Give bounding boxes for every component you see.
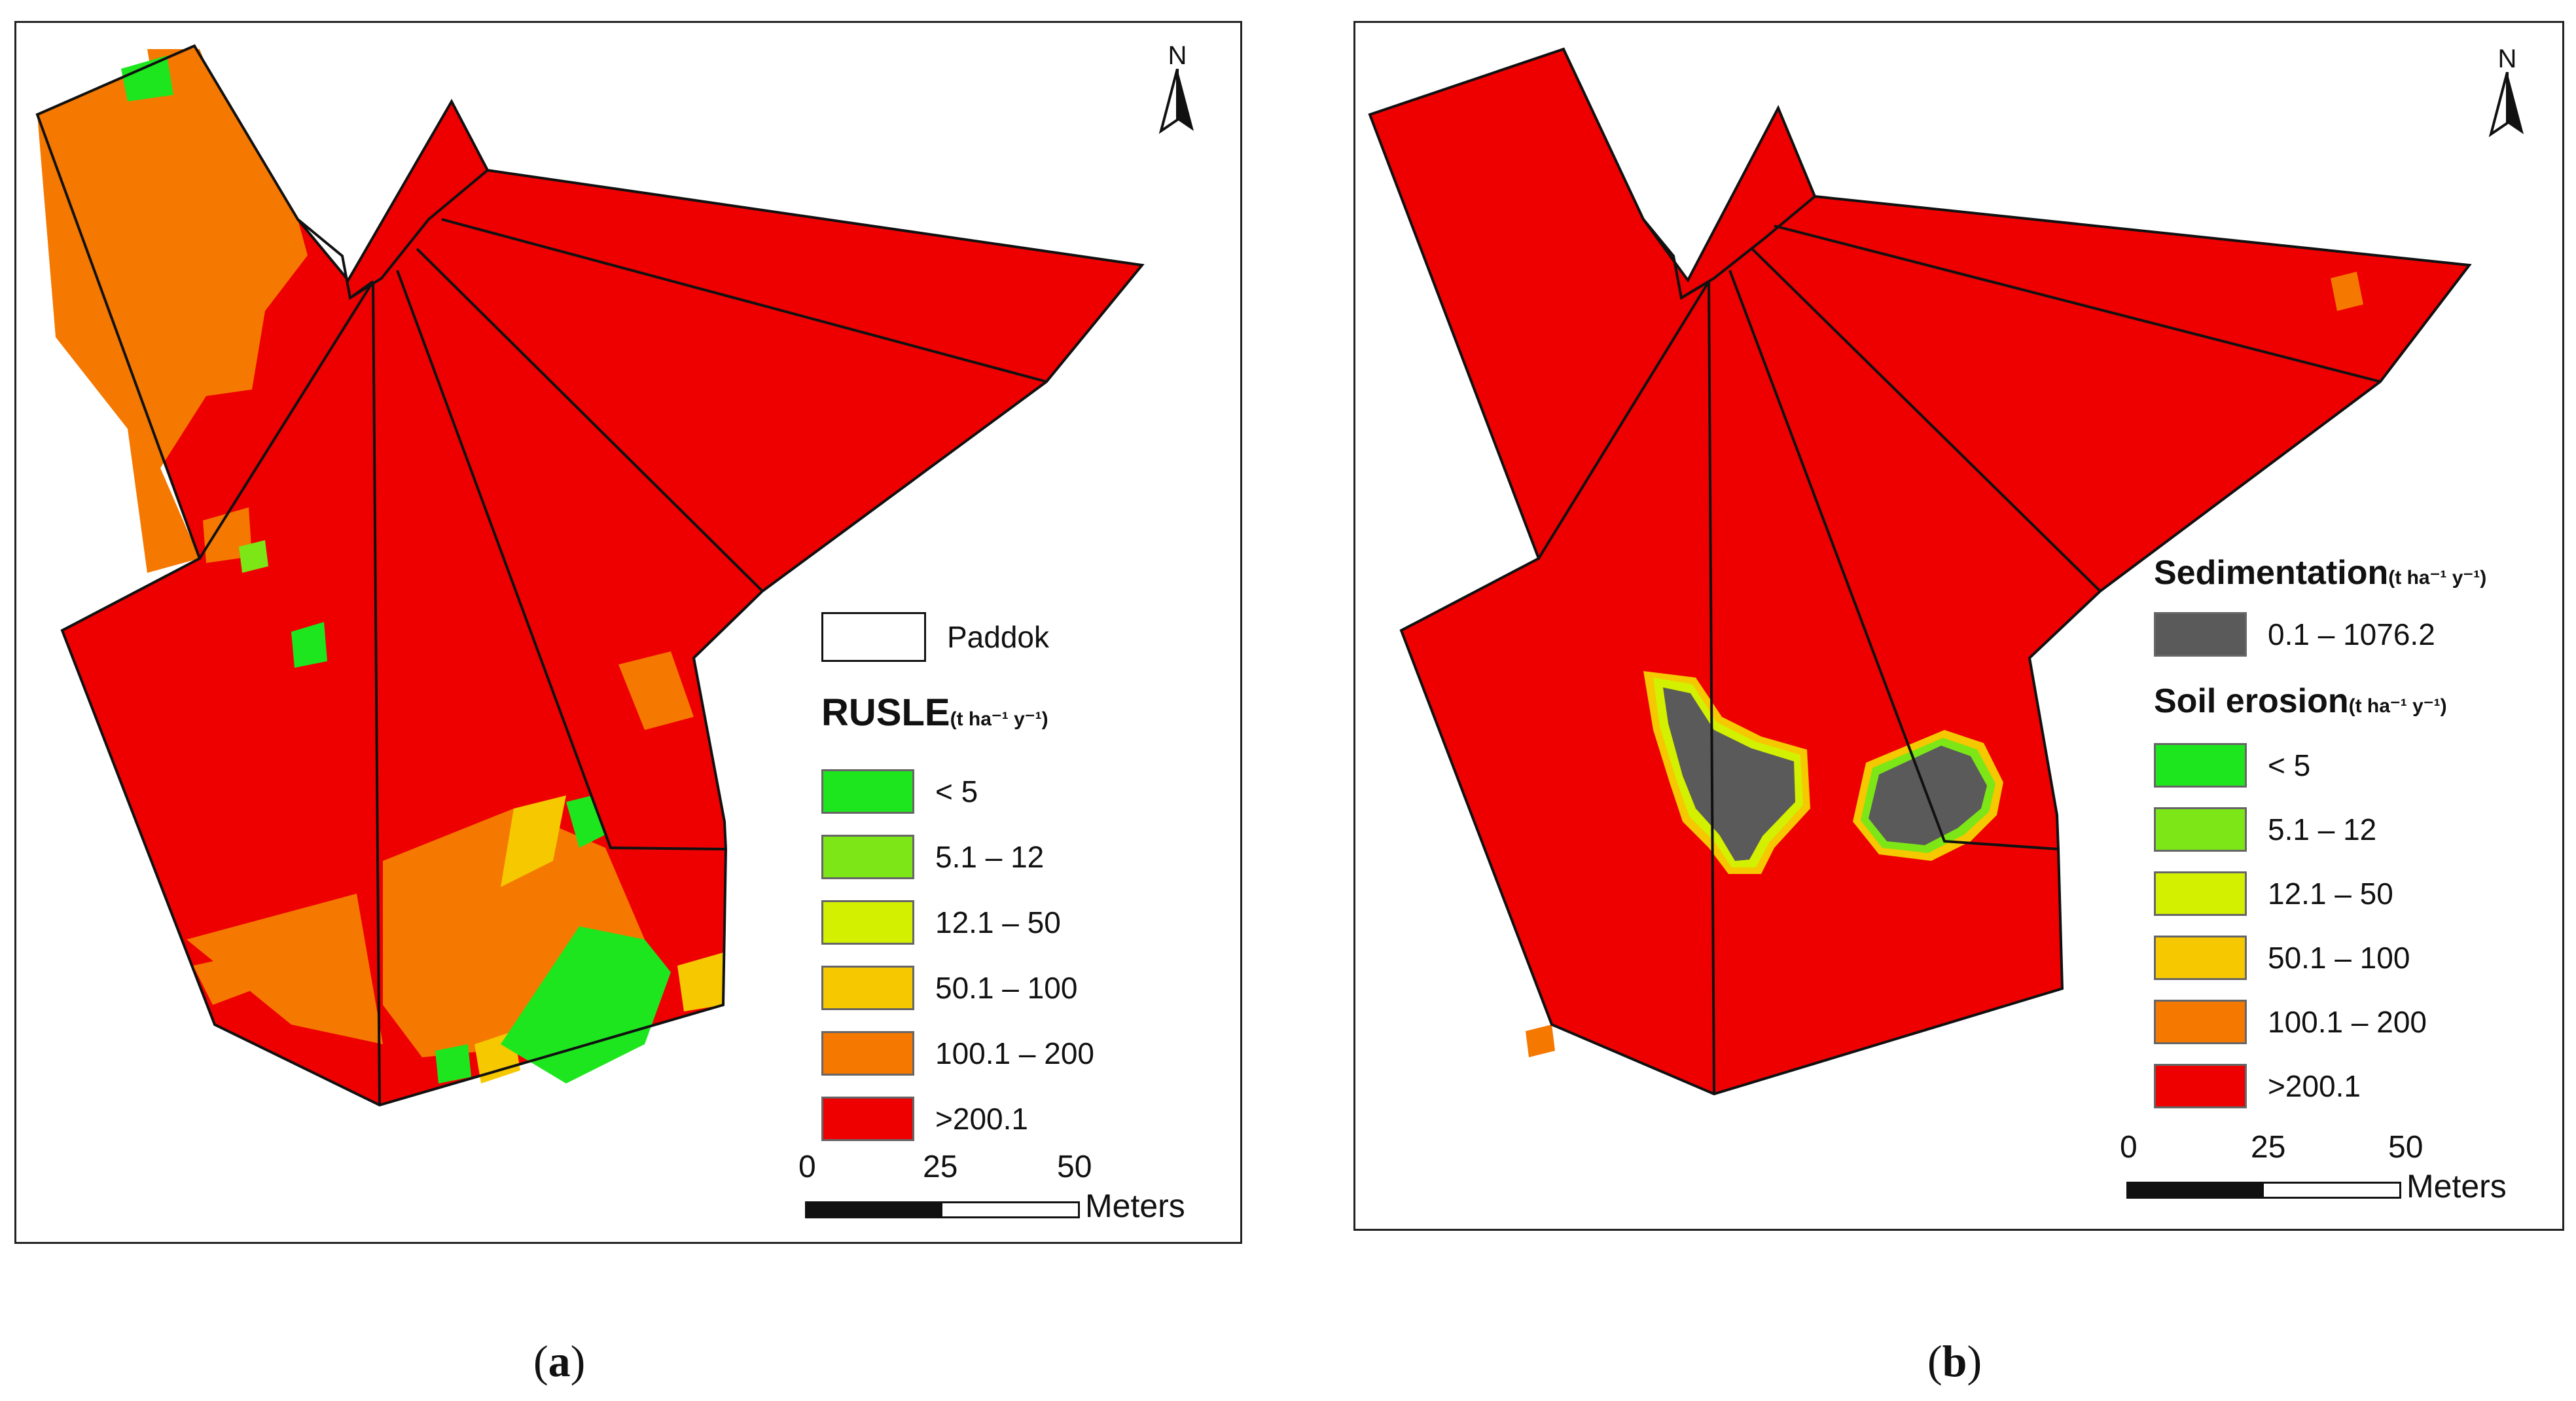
legend-class-label: < 5 [2268,748,2311,782]
scale-tick-25: 25 [923,1150,958,1184]
caption-b: (b) [1927,1336,1982,1386]
soil-erosion-map [1368,47,2472,1096]
legend-class-label: 5.1 – 12 [2268,812,2377,846]
legend-class-row: 12.1 – 50 [821,900,1061,945]
legend-class-label: 12.1 – 50 [935,905,1061,939]
legend-class-row: 100.1 – 200 [821,1031,1094,1076]
rusle-title: RUSLE [821,691,950,734]
legend-class-label: < 5 [935,774,978,809]
north-label-b: N [2497,45,2517,73]
legend-class-label: 100.1 – 200 [935,1036,1095,1070]
paddock-boundaries [35,44,1145,1107]
scale-tick-0: 0 [798,1150,816,1184]
legend-class-row: 12.1 – 50 [2154,871,2393,916]
legend-class-swatch [2154,871,2247,916]
legend-class-swatch [2154,743,2247,788]
scale-unit: Meters [1085,1188,1185,1224]
legend-class-row: 5.1 – 12 [821,835,1044,879]
legend-class-swatch [2154,1064,2247,1108]
scale-tick-25: 25 [2251,1130,2286,1165]
soil-erosion-title: Soil erosion [2154,682,2349,720]
scale-tick-50: 50 [2388,1130,2424,1165]
north-arrow-b: N [2488,46,2527,141]
map-panel-b: N Sedimentation(t ha⁻¹ y⁻¹) 0.1 – 1076.2… [1353,21,2564,1231]
legend-class-row: >200.1 [821,1097,1028,1141]
legend-class-label: 12.1 – 50 [2268,877,2393,911]
legend-class-label: 5.1 – 12 [935,840,1045,874]
legend-b: Sedimentation(t ha⁻¹ y⁻¹) 0.1 – 1076.2 S… [2154,553,2560,1155]
legend-class-row: 50.1 – 100 [821,966,1077,1010]
sedimentation-swatch [2154,612,2247,657]
legend-boundary-row: Paddok [821,612,1049,662]
sedimentation-title-block: Sedimentation(t ha⁻¹ y⁻¹) [2154,553,2486,592]
legend-class-row: 5.1 – 12 [2154,807,2376,852]
scale-bar-graphic [805,1201,1080,1218]
sedimentation-label: 0.1 – 1076.2 [2268,617,2435,651]
legend-class-row: 100.1 – 200 [2154,1000,2427,1044]
caption-b-letter: b [1942,1336,1967,1386]
field-area [37,46,1142,1105]
legend-class-row: < 5 [2154,743,2310,788]
legend-class-row: < 5 [821,769,978,814]
scale-bar-black [807,1203,942,1216]
sedimentation-row: 0.1 – 1076.2 [2154,612,2435,657]
paddock-label: Paddok [947,620,1050,654]
soil-erosion-title-block: Soil erosion(t ha⁻¹ y⁻¹) [2154,682,2447,721]
rusle-unit: (t ha⁻¹ y⁻¹) [950,708,1048,730]
legend-class-label: 100.1 – 200 [2268,1005,2427,1039]
north-arrow-icon [1158,68,1194,134]
legend-class-swatch [821,900,914,945]
scale-tick-0: 0 [2120,1130,2138,1165]
scale-bar-a: 0 25 50 Meters [798,1149,1243,1241]
scale-tick-50: 50 [1057,1150,1092,1184]
legend-class-swatch [821,769,914,814]
legend-class-swatch [821,1097,914,1141]
legend-class-label: 50.1 – 100 [2268,941,2410,975]
map-panel-a: N Paddok RUSLE(t ha⁻¹ y⁻¹) < 5 5.1 – 12 12… [14,21,1242,1244]
legend-class-swatch [821,966,914,1010]
paddock-boundaries-b [1368,47,2472,1096]
scale-bar-graphic [2126,1182,2401,1199]
legend-title-a: RUSLE(t ha⁻¹ y⁻¹) [821,691,1048,735]
legend-class-swatch [821,835,914,879]
legend-class-label: 50.1 – 100 [935,971,1078,1005]
caption-a: (a) [533,1336,586,1386]
paddock-swatch [821,612,926,662]
sedimentation-unit: (t ha⁻¹ y⁻¹) [2388,567,2487,589]
legend-class-label: >200.1 [2268,1069,2361,1103]
scale-unit: Meters [2406,1168,2507,1205]
north-arrow-icon [2488,71,2524,137]
scale-bar-b: 0 25 50 Meters [2120,1129,2565,1221]
soil-erosion-unit: (t ha⁻¹ y⁻¹) [2348,695,2447,717]
legend-class-swatch [2154,1000,2247,1044]
legend-class-row: 50.1 – 100 [2154,936,2410,980]
legend-class-swatch [821,1031,914,1076]
scale-bar-black [2128,1184,2264,1197]
caption-a-letter: a [548,1336,571,1386]
rusle-map [35,44,1145,1107]
legend-class-swatch [2154,936,2247,980]
legend-class-label: >200.1 [935,1102,1028,1136]
sedimentation-title: Sedimentation [2154,554,2389,592]
legend-class-swatch [2154,807,2247,852]
legend-a: Paddok RUSLE(t ha⁻¹ y⁻¹) < 5 5.1 – 12 12.1… [821,612,1214,1162]
legend-class-row: >200.1 [2154,1064,2361,1108]
north-arrow: N [1158,43,1197,137]
north-label: N [1168,41,1187,70]
